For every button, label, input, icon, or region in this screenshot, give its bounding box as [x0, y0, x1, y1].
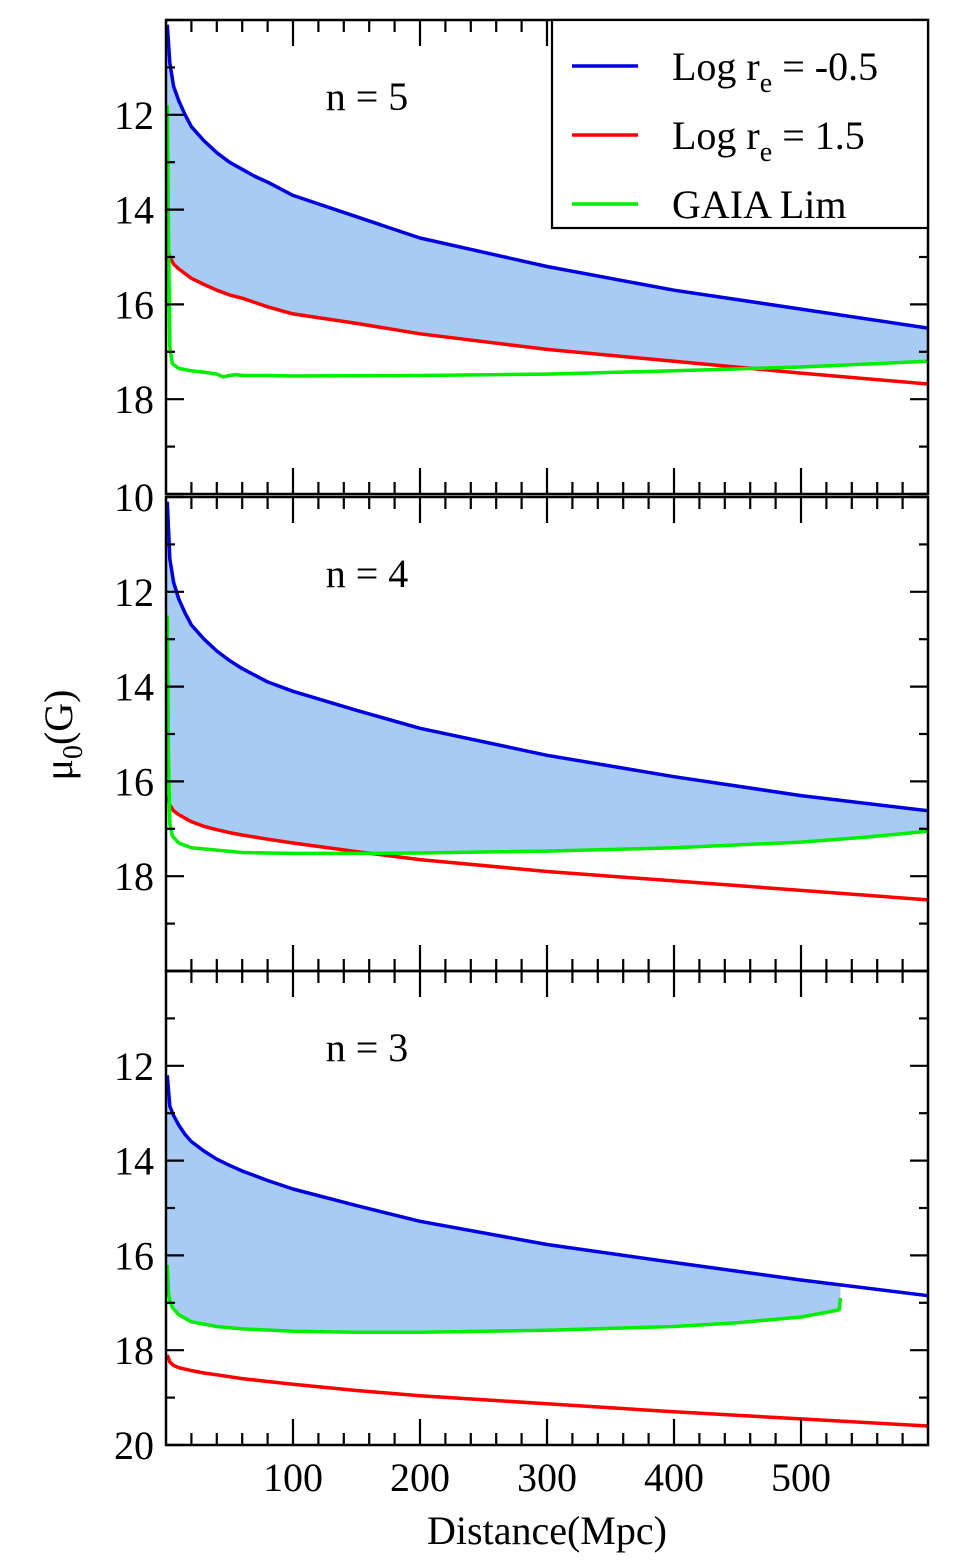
legend-entry-tail: = -0.5: [772, 44, 878, 89]
x-axis-label: Distance(Mpc): [427, 1508, 667, 1553]
y-tick-label: 16: [114, 282, 154, 327]
series-line-log-re-1-5: [165, 1354, 929, 1428]
y-tick-label: 14: [114, 665, 154, 710]
y-axis-label-tail: (G): [36, 690, 81, 746]
panel-2: 10 12 14 16 18 n = 4: [114, 475, 930, 973]
legend-entry-main: GAIA Lim: [672, 182, 846, 227]
x-tick-label: 100: [263, 1455, 323, 1500]
shaded-region: [167, 24, 929, 369]
shaded-region: [167, 1075, 841, 1333]
y-tick-label: 14: [114, 188, 154, 233]
legend-entry-label: GAIA Lim: [672, 182, 846, 227]
x-tick-label: 400: [644, 1455, 704, 1500]
y-tick-label: 12: [114, 93, 154, 138]
y-axis-label-main: μ: [36, 759, 81, 780]
y-tick-label: 10: [114, 475, 154, 520]
x-tick-label: 500: [771, 1455, 831, 1500]
panel-label: n = 4: [326, 551, 409, 596]
legend-entry-main: Log r: [672, 113, 760, 158]
series-line-gaia-lim: [165, 615, 929, 856]
x-tick-label: 200: [390, 1455, 450, 1500]
y-tick-label: 12: [114, 570, 154, 615]
y-axis-label-sub: 0: [58, 745, 89, 759]
panel-3: 12 14 16 18 20 100 200 300 400 500 n = 3: [114, 969, 930, 1500]
legend-entry-main: Log r: [672, 44, 760, 89]
series-line-gaia-lim: [165, 1264, 843, 1334]
y-tick-label: 16: [114, 759, 154, 804]
legend-entry-label: Log re = -0.5: [672, 44, 878, 99]
y-tick-label: 18: [114, 854, 154, 899]
series-line-gaia-lim: [165, 105, 929, 379]
series-line-log-re-minus-0-5: [165, 501, 929, 813]
legend-entry-sub: e: [760, 68, 772, 99]
x-tick-label: 300: [517, 1455, 577, 1500]
series-line-log-re-minus-0-5: [165, 1075, 929, 1298]
series-line-log-re-minus-0-5: [165, 24, 929, 330]
y-tick-label: 18: [114, 1328, 154, 1373]
y-tick-label: 20: [114, 1423, 154, 1468]
y-tick-label: 16: [114, 1233, 154, 1278]
legend-box: [550, 18, 930, 230]
panel-label: n = 3: [326, 1025, 409, 1070]
panel-label: n = 5: [326, 74, 409, 119]
series-line-log-re-1-5: [165, 795, 929, 902]
y-tick-label: 12: [114, 1044, 154, 1089]
shaded-region: [167, 501, 929, 854]
y-axis-label: μ0(G): [36, 690, 89, 781]
legend-entry-sub: e: [760, 137, 772, 168]
y-tick-label: 18: [114, 377, 154, 422]
y-tick-label: 14: [114, 1139, 154, 1184]
legend-entry-tail: = 1.5: [772, 113, 865, 158]
series-line-log-re-1-5: [165, 247, 929, 386]
legend-entry-label: Log re = 1.5: [672, 113, 865, 168]
